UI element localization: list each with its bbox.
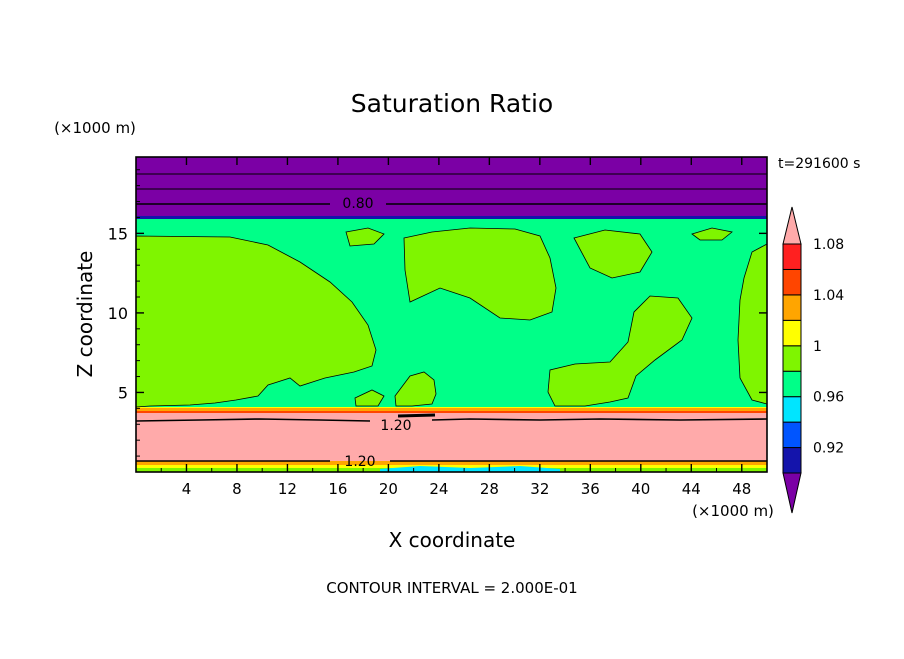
- contour-line-1.20-upper: [136, 418, 767, 422]
- x-tick-label: 48: [732, 480, 751, 498]
- colorbar-swatch: [782, 421, 802, 449]
- patch-left-large: [136, 235, 377, 408]
- time-label: t=291600 s: [778, 156, 860, 172]
- patch-center-small: [345, 227, 385, 247]
- colorbar-upper-arrow: [782, 206, 802, 245]
- patch-center-large: [403, 227, 557, 321]
- field-upper-transition-band: [136, 216, 767, 219]
- contour-label-1.20-upper: 1.20: [380, 418, 411, 434]
- x-tick-label: 40: [631, 480, 650, 498]
- colorbar: 0.92 0.96 1 1.04 1.08: [782, 206, 844, 514]
- colorbar-swatch: [782, 294, 802, 321]
- y-axis-ticks: 5 10 15: [108, 169, 767, 457]
- field-transition-band-orange: [136, 408, 767, 411]
- colorbar-swatch: [782, 268, 802, 296]
- patch-right-edge: [737, 243, 767, 405]
- x-axis-ticks: 4 8 12 16 20 24 28 32 36 40 44 48: [160, 157, 751, 498]
- patch-near-surface-2: [354, 389, 385, 407]
- patch-center-right: [573, 229, 653, 279]
- colorbar-label: 1.04: [813, 288, 844, 304]
- field-upper-dry-layer: [136, 157, 767, 217]
- field-mid-layer-patches: [136, 227, 767, 408]
- x-axis-label: X coordinate: [389, 528, 516, 552]
- contour-label-0.80: 0.80: [342, 196, 373, 212]
- x-tick-label: 4: [182, 480, 192, 498]
- x-tick-label: 44: [682, 480, 701, 498]
- contour-interval-footer: CONTOUR INTERVAL = 2.000E-01: [326, 579, 577, 597]
- colorbar-swatch: [782, 319, 802, 347]
- plot-frame: [135, 156, 768, 473]
- y-tick-label: 15: [108, 224, 128, 243]
- y-axis-label: Z coordinate: [73, 251, 97, 378]
- colorbar-label: 1.08: [813, 237, 844, 253]
- x-tick-label: 20: [379, 480, 398, 498]
- x-tick-label: 32: [530, 480, 549, 498]
- x-unit-label: (×1000 m): [692, 502, 774, 520]
- colorbar-swatch: [782, 396, 802, 423]
- x-tick-label: 24: [429, 480, 448, 498]
- field-transition-band-red: [136, 410, 767, 413]
- x-tick-label: 28: [480, 480, 499, 498]
- contour-line-1.20-thick: [397, 413, 436, 418]
- x-tick-label: 16: [328, 480, 347, 498]
- x-tick-label: 12: [278, 480, 297, 498]
- colorbar-lower-arrow: [782, 472, 802, 514]
- field-surface-band-orange: [136, 461, 767, 465]
- colorbar-swatch: [782, 447, 802, 474]
- x-tick-label: 8: [232, 480, 242, 498]
- y-tick-label: 5: [118, 383, 128, 402]
- plot-area: [136, 157, 767, 472]
- x-tick-label: 36: [581, 480, 600, 498]
- chart-title: Saturation Ratio: [351, 89, 553, 118]
- contour-label-1.20-lower: 1.20: [344, 454, 375, 470]
- colorbar-swatch: [782, 370, 802, 398]
- patch-right-tongue: [547, 295, 693, 407]
- colorbar-label: 0.92: [813, 441, 844, 457]
- patch-near-surface: [394, 371, 437, 407]
- colorbar-label: 1: [813, 339, 822, 355]
- y-tick-label: 10: [108, 304, 128, 323]
- colorbar-label: 0.96: [813, 390, 844, 406]
- y-unit-label: (×1000 m): [54, 119, 136, 137]
- colorbar-swatch: [782, 345, 802, 372]
- patch-top-right: [691, 227, 733, 241]
- field-surface-band-yellow: [136, 465, 767, 468]
- colorbar-swatch: [782, 243, 802, 270]
